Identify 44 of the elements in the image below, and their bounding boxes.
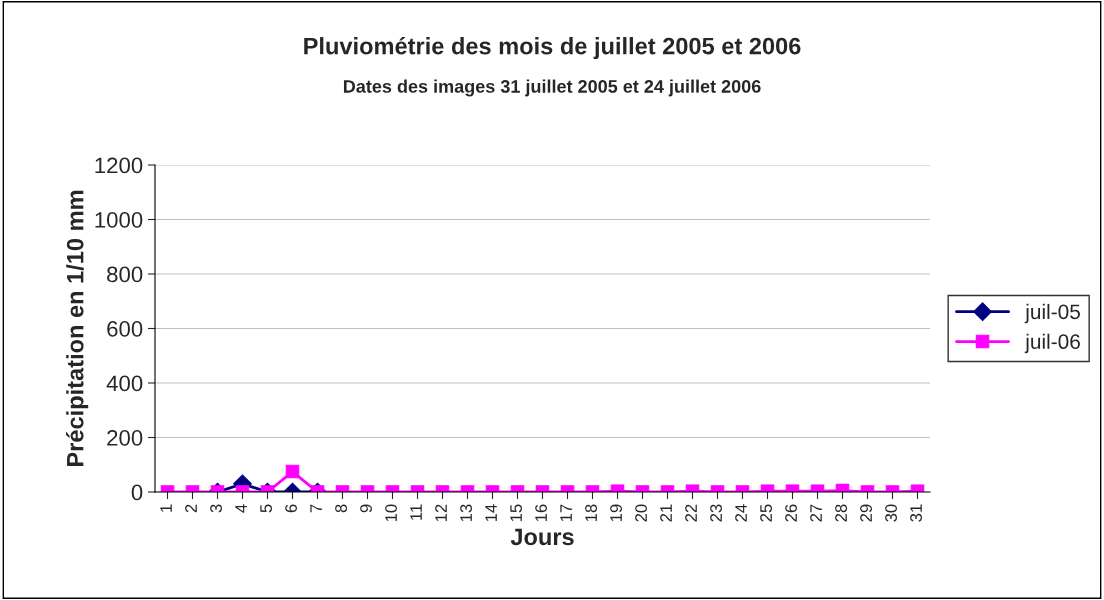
y-tick-label: 1000 — [95, 212, 143, 228]
x-tick-label: 9 — [360, 504, 372, 513]
x-tick-label: 18 — [585, 504, 597, 522]
legend-label: juil-05 — [1024, 303, 1080, 324]
x-tick-label: 22 — [685, 504, 697, 522]
x-tick-label: 3 — [210, 504, 222, 513]
x-tick-label: 1 — [160, 504, 172, 512]
y-tick-label: 1200 — [95, 157, 143, 174]
x-tick-label: 15 — [510, 504, 522, 522]
x-tick-label: 25 — [760, 504, 772, 522]
x-tick-label: 29 — [860, 504, 872, 522]
chart-title: Pluviométrie des mois de juillet 2005 et 2006 — [304, 36, 801, 60]
x-tick-label: 10 — [385, 504, 397, 522]
y-axis-title: Précipitation en 1/10 mm — [65, 190, 89, 466]
x-tick-label: 2 — [185, 504, 197, 513]
x-tick-label: 8 — [335, 504, 347, 513]
legend-label: juil-06 — [1024, 333, 1080, 354]
x-tick-label: 23 — [710, 504, 722, 522]
y-tick-label: 800 — [107, 266, 143, 283]
y-tick-label: 0 — [131, 484, 143, 501]
y-tick-label: 200 — [107, 430, 143, 446]
x-tick-label: 12 — [435, 504, 447, 522]
x-tick-label: 27 — [810, 504, 822, 522]
x-axis-title: Jours — [510, 528, 574, 546]
x-tick-label: 20 — [635, 504, 647, 522]
x-tick-label: 7 — [310, 504, 322, 513]
x-tick-label: 4 — [235, 504, 247, 513]
x-tick-label: 14 — [485, 504, 497, 522]
x-tick-label: 30 — [885, 504, 897, 522]
x-tick-label: 13 — [460, 504, 472, 522]
y-tick-label: 600 — [107, 321, 143, 337]
y-tick-label: 400 — [106, 375, 143, 392]
x-tick-label: 26 — [785, 504, 797, 522]
x-tick-label: 28 — [835, 504, 847, 522]
x-tick-label: 21 — [660, 504, 672, 522]
x-tick-label: 11 — [410, 504, 422, 520]
x-tick-label: 24 — [735, 504, 747, 522]
x-tick-label: 16 — [535, 504, 547, 522]
chart-subtitle: Dates des images 31 juillet 2005 et 24 juillet 2006 — [343, 79, 761, 97]
x-tick-label: 6 — [285, 504, 297, 513]
x-tick-label: 31 — [910, 504, 922, 522]
x-tick-label: 17 — [560, 504, 572, 522]
x-tick-label: 19 — [610, 504, 622, 522]
x-tick-label: 5 — [260, 504, 272, 513]
